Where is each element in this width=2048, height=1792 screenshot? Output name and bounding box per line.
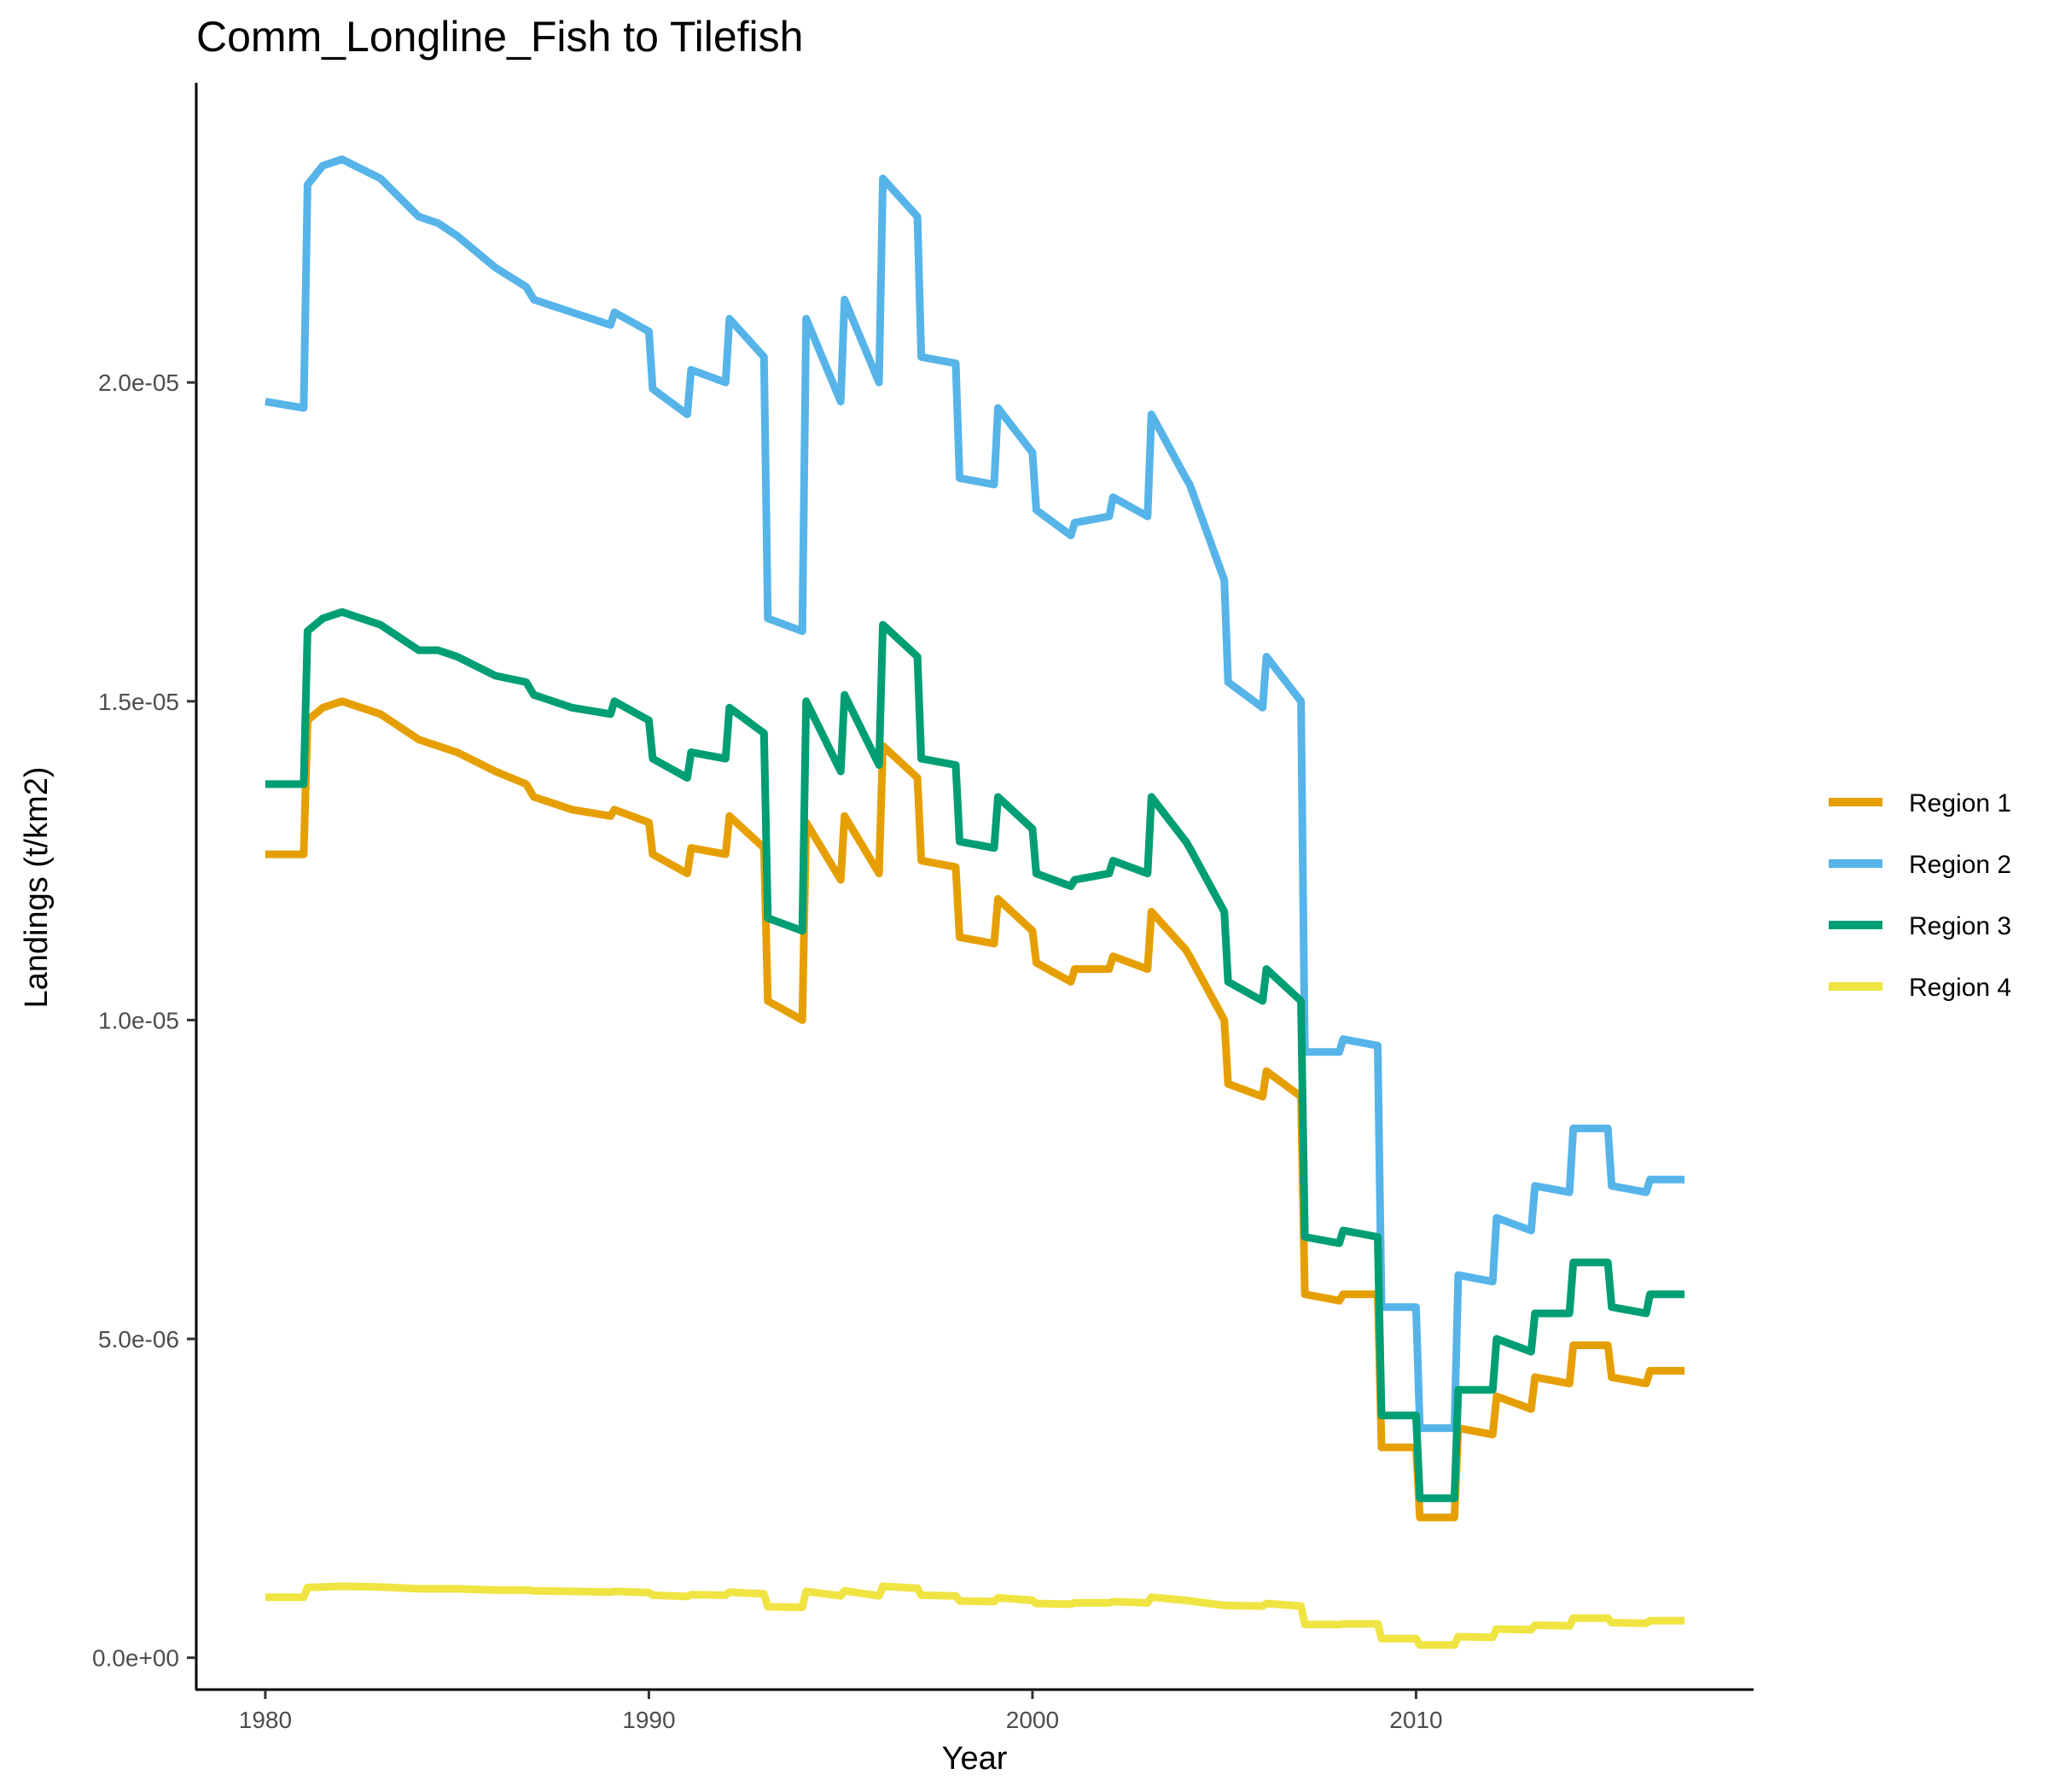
legend-label-region-1: Region 1 bbox=[1909, 789, 2011, 817]
y-ticks: 0.0e+00 5.0e-06 1.0e-05 1.5e-05 2.0e-05 bbox=[92, 369, 196, 1672]
legend-label-region-3: Region 3 bbox=[1909, 912, 2011, 940]
legend: Region 1 Region 2 Region 3 Region 4 bbox=[1829, 789, 2011, 1002]
plot-lines bbox=[265, 155, 1685, 1649]
x-ticks: 1980 1990 2000 2010 bbox=[239, 1690, 1443, 1733]
legend-label-region-4: Region 4 bbox=[1909, 974, 2011, 1002]
chart-title: Comm_Longline_Fish to Tilefish bbox=[196, 13, 803, 61]
y-tick-label: 5.0e-06 bbox=[98, 1326, 179, 1353]
series-line-region-1 bbox=[265, 697, 1685, 1521]
x-axis-title: Year bbox=[942, 1741, 1008, 1777]
x-tick-label: 2000 bbox=[1006, 1707, 1059, 1733]
series-line-region-4 bbox=[265, 1582, 1685, 1649]
x-tick-label: 1980 bbox=[239, 1707, 292, 1733]
y-tick-label: 1.5e-05 bbox=[98, 689, 179, 715]
y-tick-label: 1.0e-05 bbox=[98, 1007, 179, 1033]
y-tick-label: 2.0e-05 bbox=[98, 369, 179, 396]
x-tick-label: 1990 bbox=[622, 1707, 675, 1733]
axes bbox=[195, 83, 1754, 1691]
legend-label-region-2: Region 2 bbox=[1909, 851, 2011, 879]
y-tick-label: 0.0e+00 bbox=[92, 1645, 179, 1672]
y-axis-title: Landings (t/km2) bbox=[19, 766, 55, 1008]
x-tick-label: 2010 bbox=[1389, 1707, 1442, 1733]
series-line-region-2 bbox=[265, 155, 1685, 1433]
series-line-region-3 bbox=[265, 608, 1685, 1503]
